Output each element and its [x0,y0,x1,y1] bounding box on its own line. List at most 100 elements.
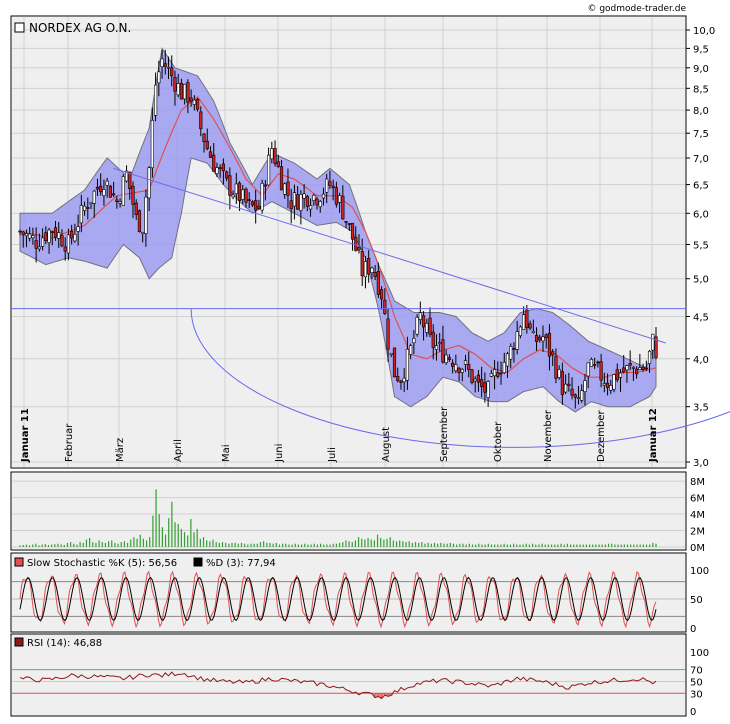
candle-body [421,315,426,328]
candle-body [47,229,51,243]
candle-body [147,167,151,199]
candle-body [589,359,594,367]
candle-body [460,368,464,373]
candle [505,351,510,378]
candle [425,318,429,337]
candle [47,227,51,254]
candle-body [492,369,497,377]
candle [331,179,335,201]
candle-body [444,354,448,364]
candle-body [350,222,355,240]
candle-body [425,322,429,333]
candle [328,170,332,190]
candle [189,89,193,107]
candle-body [635,368,639,375]
candle-body [392,347,397,378]
candle [428,307,432,338]
candle-body [328,181,332,186]
candle [347,223,351,231]
candle [292,184,297,220]
candle-body [544,334,548,339]
candle [141,231,145,243]
candle [551,349,555,366]
volume-y-tick-label: 0M [690,543,705,554]
candle-body [225,171,229,179]
candle [24,229,29,248]
price-y-tick-label: 3,5 [693,403,709,414]
candle-body [37,246,41,250]
candle-body [40,237,45,247]
candle [270,141,274,164]
candle-body [247,199,251,201]
candle-body [183,83,187,100]
candle [431,324,435,360]
candle [147,166,151,212]
candle-body [631,367,636,369]
candle-body [292,192,297,207]
candle-body [192,99,196,105]
candle [276,154,280,168]
candle [538,334,542,343]
candle [357,234,361,254]
candle [434,334,439,361]
candle [124,165,129,183]
candle-body [331,185,335,188]
candle-body [615,369,619,381]
price-panel: 10,0 9,5 9,0 8,5 8,0 7,5 7,0 6,5 6,0 5,5 5,0 4,5 4,0… [10,15,730,469]
candle-body [363,261,368,278]
candle-body [237,182,242,201]
candle-body [609,385,613,391]
candle [254,189,258,224]
candle [560,362,564,405]
candle [57,221,61,248]
candle [195,98,200,112]
candle-body [166,66,171,69]
price-x-label: April [173,439,184,462]
candle [615,363,619,383]
candle-body [528,323,532,329]
candle [602,372,606,393]
candle-body [596,361,600,364]
volume-y-tick-label: 4M [690,510,705,521]
candle [525,304,529,334]
candle-body [199,111,203,130]
candle [228,167,232,210]
candle-body [402,377,406,383]
price-y-tick-label: 9,5 [693,44,709,55]
candle [289,188,293,224]
candle-body [121,176,125,206]
candle-body [647,350,652,364]
stochastic-panel: 100 50 0 Slow Stochastic %K (5): 56,56 %D … [10,552,709,635]
candle [302,184,306,209]
candle [460,368,464,382]
candle [609,380,613,395]
price-y-tick-label: 5,0 [693,275,709,286]
rsi-legend: RSI (14): 46,88 [27,638,102,649]
candle [647,349,652,373]
candle [192,95,196,111]
candle-body [305,196,309,207]
candle-body [228,175,232,196]
candle-body [505,353,510,367]
rsi-y-tick-label: 70 [690,666,703,677]
volume-y-tick-label: 8M [690,477,705,488]
candle [137,209,142,233]
candle [405,336,410,390]
price-x-label: März [115,438,126,462]
candle [502,352,506,375]
candle [379,286,384,310]
candle-body [573,394,577,398]
candle [483,372,487,403]
candle-body [60,235,64,247]
candle-body [289,200,293,210]
candle-body [499,372,503,375]
candle-body [396,375,400,382]
candle-body [124,170,129,182]
candle-body [415,317,419,335]
rsi-line [19,671,657,700]
candle [489,369,493,378]
candle [44,226,48,245]
candle [444,349,448,365]
candle-body [638,367,642,370]
